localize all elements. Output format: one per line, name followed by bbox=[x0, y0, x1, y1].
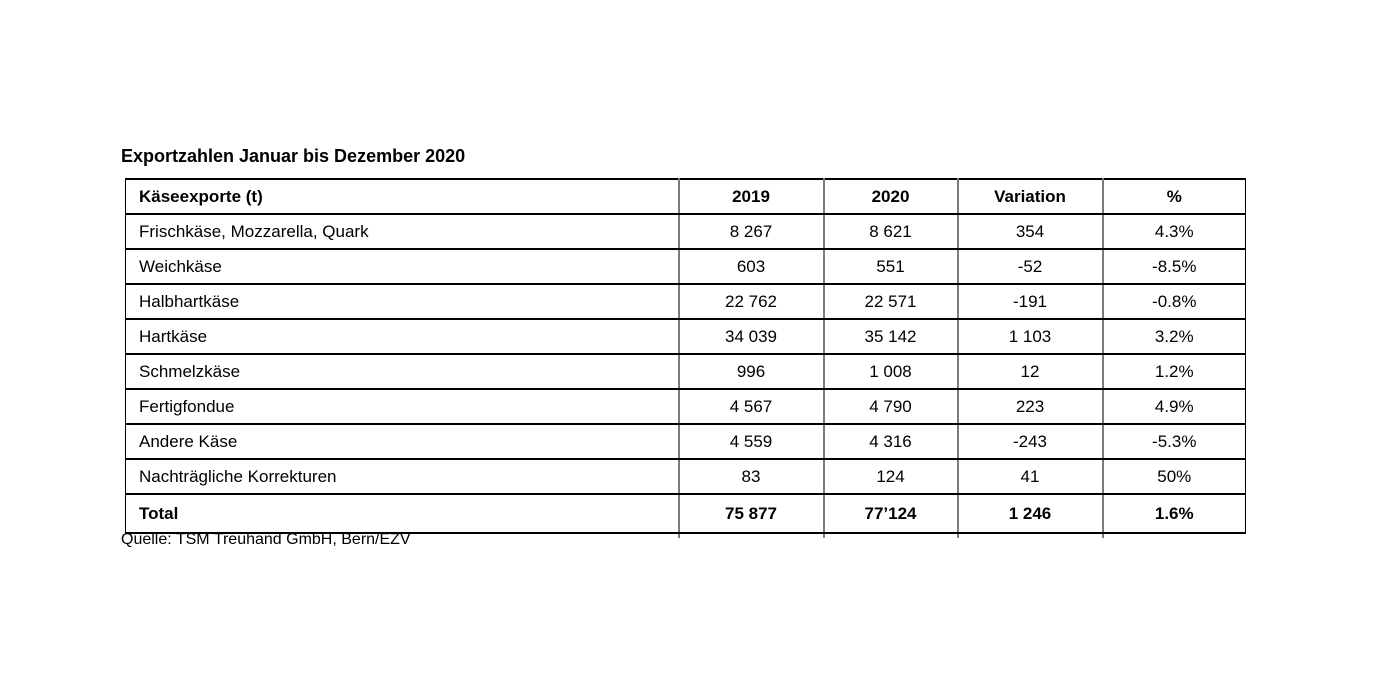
row-label: Frischkäse, Mozzarella, Quark bbox=[125, 213, 680, 250]
cell-2020: 1 008 bbox=[822, 353, 959, 390]
cell-2019: 4 567 bbox=[677, 388, 825, 425]
table-row: Weichkäse 603 551 -52 -8.5% bbox=[125, 248, 1246, 285]
cell-2019: 603 bbox=[677, 248, 825, 285]
cell-2020: 551 bbox=[822, 248, 959, 285]
table-row: Fertigfondue 4 567 4 790 223 4.9% bbox=[125, 388, 1246, 425]
cell-2019: 996 bbox=[677, 353, 825, 390]
col-header-2019: 2019 bbox=[677, 178, 825, 215]
cell-variation: 1 103 bbox=[956, 318, 1104, 355]
source-note: Quelle: TSM Treuhand GmbH, Bern/EZV bbox=[121, 531, 411, 548]
cell-2019: 4 559 bbox=[677, 423, 825, 460]
cell-2020: 124 bbox=[822, 458, 959, 495]
clipped-row-artifact bbox=[125, 532, 1246, 538]
cheese-export-table: Käseexporte (t) 2019 2020 Variation % Fr… bbox=[125, 178, 1246, 538]
cell-variation: 223 bbox=[956, 388, 1104, 425]
cell-percent: 4.9% bbox=[1101, 388, 1246, 425]
table-row: Nachträgliche Korrekturen 83 124 41 50% bbox=[125, 458, 1246, 495]
col-header-percent: % bbox=[1101, 178, 1246, 215]
cell-variation: -52 bbox=[956, 248, 1104, 285]
row-label: Weichkäse bbox=[125, 248, 680, 285]
row-label: Andere Käse bbox=[125, 423, 680, 460]
table-header-row: Käseexporte (t) 2019 2020 Variation % bbox=[125, 178, 1246, 215]
cell-variation: 354 bbox=[956, 213, 1104, 250]
cell-percent: -8.5% bbox=[1101, 248, 1246, 285]
total-2020: 77’124 bbox=[822, 493, 959, 534]
row-label: Hartkäse bbox=[125, 318, 680, 355]
cell-2020: 4 790 bbox=[822, 388, 959, 425]
total-2019: 75 877 bbox=[677, 493, 825, 534]
table-row: Halbhartkäse 22 762 22 571 -191 -0.8% bbox=[125, 283, 1246, 320]
row-label: Fertigfondue bbox=[125, 388, 680, 425]
col-header-variation: Variation bbox=[956, 178, 1104, 215]
row-label: Halbhartkäse bbox=[125, 283, 680, 320]
row-label: Schmelzkäse bbox=[125, 353, 680, 390]
col-header-kaeseexporte: Käseexporte (t) bbox=[125, 178, 680, 215]
total-percent: 1.6% bbox=[1101, 493, 1246, 534]
cell-percent: -5.3% bbox=[1101, 423, 1246, 460]
page-title: Exportzahlen Januar bis Dezember 2020 bbox=[121, 146, 466, 166]
table-row: Hartkäse 34 039 35 142 1 103 3.2% bbox=[125, 318, 1246, 355]
cell-2019: 83 bbox=[677, 458, 825, 495]
cell-variation: 41 bbox=[956, 458, 1104, 495]
cell-2019: 8 267 bbox=[677, 213, 825, 250]
cell-percent: 50% bbox=[1101, 458, 1246, 495]
total-label: Total bbox=[125, 493, 680, 534]
table-row: Frischkäse, Mozzarella, Quark 8 267 8 62… bbox=[125, 213, 1246, 250]
cell-percent: -0.8% bbox=[1101, 283, 1246, 320]
cell-2020: 35 142 bbox=[822, 318, 959, 355]
cell-percent: 4.3% bbox=[1101, 213, 1246, 250]
cell-2020: 8 621 bbox=[822, 213, 959, 250]
cell-percent: 3.2% bbox=[1101, 318, 1246, 355]
cell-percent: 1.2% bbox=[1101, 353, 1246, 390]
row-label: Nachträgliche Korrekturen bbox=[125, 458, 680, 495]
total-variation: 1 246 bbox=[956, 493, 1104, 534]
cell-2020: 22 571 bbox=[822, 283, 959, 320]
table-row: Schmelzkäse 996 1 008 12 1.2% bbox=[125, 353, 1246, 390]
table-row: Andere Käse 4 559 4 316 -243 -5.3% bbox=[125, 423, 1246, 460]
cell-variation: 12 bbox=[956, 353, 1104, 390]
table-total-row: Total 75 877 77’124 1 246 1.6% bbox=[125, 493, 1246, 534]
cell-variation: -191 bbox=[956, 283, 1104, 320]
cell-2019: 22 762 bbox=[677, 283, 825, 320]
cell-2019: 34 039 bbox=[677, 318, 825, 355]
cell-2020: 4 316 bbox=[822, 423, 959, 460]
cell-variation: -243 bbox=[956, 423, 1104, 460]
col-header-2020: 2020 bbox=[822, 178, 959, 215]
